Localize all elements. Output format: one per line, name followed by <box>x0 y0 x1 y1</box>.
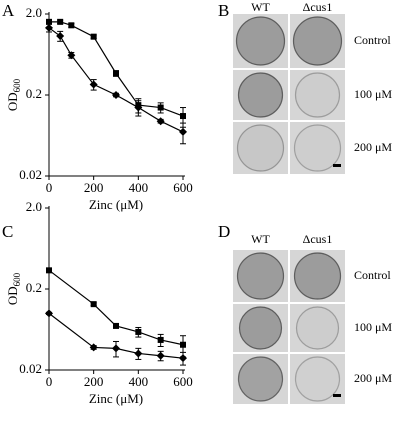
marker <box>68 22 75 29</box>
colony-spot <box>237 72 284 118</box>
x-tick-label: 400 <box>129 180 149 195</box>
colony-spot <box>294 72 341 118</box>
colony-spot <box>294 356 341 402</box>
marker <box>179 127 187 136</box>
plate-image <box>290 304 345 352</box>
x-tick-label: 400 <box>129 374 149 389</box>
y-label-sub: 600 <box>12 78 22 92</box>
panel-label: A <box>2 1 15 20</box>
marker <box>45 23 53 32</box>
y-label-main: OD <box>5 92 20 111</box>
y-label-main: OD <box>5 286 20 305</box>
colony-spot <box>235 16 286 66</box>
x-tick-label: 200 <box>84 180 104 195</box>
scale-bar <box>333 164 341 167</box>
row-label: 200 μM <box>354 371 392 385</box>
y-tick-label: 0.02 <box>19 361 42 376</box>
x-tick-label: 200 <box>84 374 104 389</box>
series-line <box>48 27 184 133</box>
x-tick-label: 0 <box>46 374 53 389</box>
marker <box>89 343 98 352</box>
marker <box>157 336 164 343</box>
y-tick-label: 0.02 <box>19 167 42 182</box>
marker <box>135 328 142 335</box>
row-label: Control <box>354 33 391 47</box>
marker <box>180 113 186 120</box>
marker <box>113 70 119 77</box>
plate-image <box>233 122 288 174</box>
row-label: Control <box>354 268 391 282</box>
x-tick-label: 600 <box>173 374 193 389</box>
marker <box>156 351 165 360</box>
marker <box>46 18 52 25</box>
marker <box>134 103 143 112</box>
column-label: Δcus1 <box>303 0 333 14</box>
x-tick-label: 0 <box>46 180 53 195</box>
y-tick-label: 0.2 <box>26 86 42 101</box>
row-label: 100 μM <box>354 320 392 334</box>
y-axis-label: OD600 <box>5 78 22 111</box>
marker <box>179 354 187 363</box>
row-label: 100 μM <box>354 87 392 101</box>
marker <box>113 322 119 329</box>
plate-image <box>233 354 288 404</box>
scale-bar <box>333 394 341 397</box>
marker <box>112 91 120 99</box>
y-axis-label: OD600 <box>5 272 22 305</box>
marker <box>46 267 52 274</box>
marker <box>45 309 53 318</box>
colony-spot <box>292 16 343 66</box>
plate-image <box>290 70 345 120</box>
marker <box>157 104 164 111</box>
column-label: Δcus1 <box>303 232 333 246</box>
colony-spot <box>238 306 283 350</box>
colony-spot <box>295 306 340 350</box>
y-label-sub: 600 <box>12 272 22 286</box>
y-tick-label: 2.0 <box>26 199 42 214</box>
column-label: WT <box>251 0 270 14</box>
x-axis-label: Zinc (μM) <box>89 391 143 406</box>
series-line <box>48 269 184 346</box>
colony-spot <box>236 252 285 300</box>
panel-label: B <box>218 1 229 20</box>
column-label: WT <box>251 232 270 246</box>
x-tick-label: 600 <box>173 180 193 195</box>
marker <box>67 51 76 60</box>
colony-spot <box>293 252 342 300</box>
panel-label: C <box>2 222 13 241</box>
marker <box>112 344 120 353</box>
series-line <box>49 21 184 117</box>
marker <box>180 341 186 348</box>
colony-spot <box>237 356 284 402</box>
panel-label: D <box>218 222 230 241</box>
x-axis-label: Zinc (μM) <box>89 197 143 212</box>
marker <box>57 18 64 25</box>
colony-spot <box>293 124 342 172</box>
marker <box>90 301 97 308</box>
y-tick-label: 0.2 <box>26 280 42 295</box>
marker <box>90 33 97 40</box>
marker <box>56 32 65 41</box>
series-line <box>48 312 184 359</box>
marker <box>134 349 143 358</box>
marker <box>89 80 98 89</box>
y-tick-label: 2.0 <box>26 5 42 20</box>
marker <box>156 117 165 126</box>
colony-spot <box>236 124 285 172</box>
row-label: 200 μM <box>354 140 392 154</box>
